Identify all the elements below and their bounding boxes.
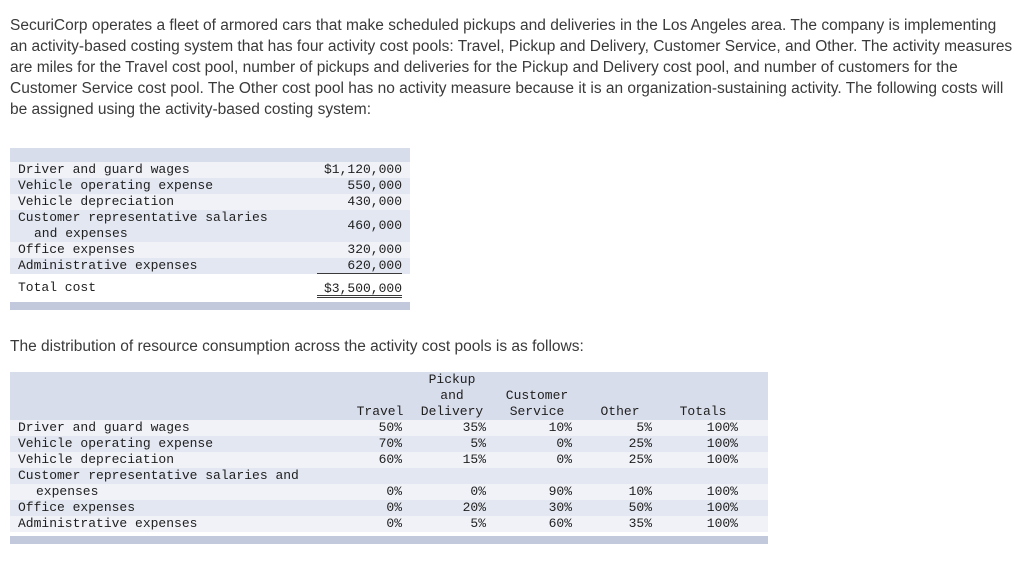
cell-totals: 100% — [706, 484, 738, 499]
column-header-service: Service — [509, 404, 565, 419]
cell-service: 10% — [548, 420, 572, 435]
cell-travel: 70% — [378, 436, 402, 451]
distribution-table: Pickup and Customer Travel Delivery Serv… — [10, 372, 768, 544]
row-label: Customer representative salaries and — [18, 468, 299, 483]
cost-summary-table: Driver and guard wages $1,120,000 Vehicl… — [10, 148, 410, 310]
table-row: expenses 0% 0% 90% 10% 100% — [10, 484, 768, 500]
cell-delivery: 0% — [470, 484, 486, 499]
row-label: Administrative expenses — [18, 516, 198, 531]
row-value: 550,000 — [347, 178, 402, 193]
distribution-intro: The distribution of resource consumption… — [10, 338, 584, 355]
table-row: Administrative expenses 620,000 — [10, 258, 410, 274]
table-row: Vehicle operating expense 70% 5% 0% 25% … — [10, 436, 768, 452]
column-header-travel: Travel — [356, 404, 404, 419]
header-line-1: Pickup — [10, 372, 768, 388]
cell-travel: 60% — [378, 452, 402, 467]
row-label: Vehicle operating expense — [18, 436, 214, 451]
row-label: Vehicle operating expense — [18, 178, 214, 193]
table-row: Vehicle operating expense 550,000 — [10, 178, 410, 194]
cell-travel: 0% — [386, 484, 402, 499]
row-value: 460,000 — [347, 218, 402, 233]
row-label: Office expenses — [18, 242, 136, 257]
cell-delivery: 5% — [470, 436, 486, 451]
cell-other: 5% — [636, 420, 652, 435]
cell-service: 0% — [556, 452, 572, 467]
column-header-other: Other — [600, 404, 640, 419]
row-value: 320,000 — [347, 242, 402, 257]
column-header: Customer — [505, 388, 569, 403]
cell-totals: 100% — [706, 436, 738, 451]
row-label: Vehicle depreciation — [18, 452, 175, 467]
cell-other: 25% — [628, 436, 652, 451]
row-label: Driver and guard wages — [18, 420, 190, 435]
header-line-2: and Customer — [10, 388, 768, 404]
cell-service: 30% — [548, 500, 572, 515]
row-label: Administrative expenses — [18, 258, 198, 273]
row-label: Office expenses — [18, 500, 136, 515]
cell-service: 90% — [548, 484, 572, 499]
header-line-3: Travel Delivery Service Other Totals — [10, 404, 768, 420]
total-row: Total cost $3,500,000 — [10, 280, 410, 298]
cell-delivery: 20% — [462, 500, 486, 515]
cell-other: 25% — [628, 452, 652, 467]
horizontal-scrollbar[interactable] — [10, 536, 768, 544]
row-value: 620,000 — [317, 258, 402, 274]
row-label: Customer representative salaries and expe… — [18, 210, 268, 241]
table-row: Driver and guard wages $1,120,000 — [10, 162, 410, 178]
cell-totals: 100% — [706, 452, 738, 467]
cell-travel: 50% — [378, 420, 402, 435]
cell-totals: 100% — [706, 516, 738, 531]
cost-table-header-strip — [10, 148, 410, 162]
cell-service: 60% — [548, 516, 572, 531]
table-row: Driver and guard wages 50% 35% 10% 5% 10… — [10, 420, 768, 436]
cell-travel: 0% — [386, 500, 402, 515]
cell-delivery: 5% — [470, 516, 486, 531]
cell-delivery: 15% — [462, 452, 486, 467]
cell-other: 35% — [628, 516, 652, 531]
intro-paragraph: SecuriCorp operates a fleet of armored c… — [10, 17, 1013, 118]
cell-totals: 100% — [706, 420, 738, 435]
row-label: expenses — [36, 484, 99, 499]
table-row-label-line: Customer representative salaries and — [10, 468, 768, 484]
row-value: $1,120,000 — [323, 162, 402, 177]
cell-other: 10% — [628, 484, 652, 499]
table-row: Vehicle depreciation 430,000 — [10, 194, 410, 210]
row-label: Total cost — [18, 280, 97, 295]
cell-totals: 100% — [706, 500, 738, 515]
cell-travel: 0% — [386, 516, 402, 531]
column-header: and — [440, 388, 464, 403]
table-row: Office expenses 320,000 — [10, 242, 410, 258]
row-value: 430,000 — [347, 194, 402, 209]
column-header: Pickup — [428, 372, 476, 387]
column-header-delivery: Delivery — [420, 404, 484, 419]
horizontal-scrollbar[interactable] — [10, 302, 410, 310]
row-value: $3,500,000 — [317, 280, 402, 298]
table-row: Customer representative salaries and expe… — [10, 210, 410, 242]
row-label: Driver and guard wages — [18, 162, 190, 177]
cell-delivery: 35% — [462, 420, 486, 435]
table-spacer — [10, 274, 410, 280]
cell-other: 50% — [628, 500, 652, 515]
table-row: Vehicle depreciation 60% 15% 0% 25% 100% — [10, 452, 768, 468]
table-row: Office expenses 0% 20% 30% 50% 100% — [10, 500, 768, 516]
table-row: Administrative expenses 0% 5% 60% 35% 10… — [10, 516, 768, 532]
row-label: Vehicle depreciation — [18, 194, 175, 209]
cell-service: 0% — [556, 436, 572, 451]
column-header-totals: Totals — [679, 404, 727, 419]
